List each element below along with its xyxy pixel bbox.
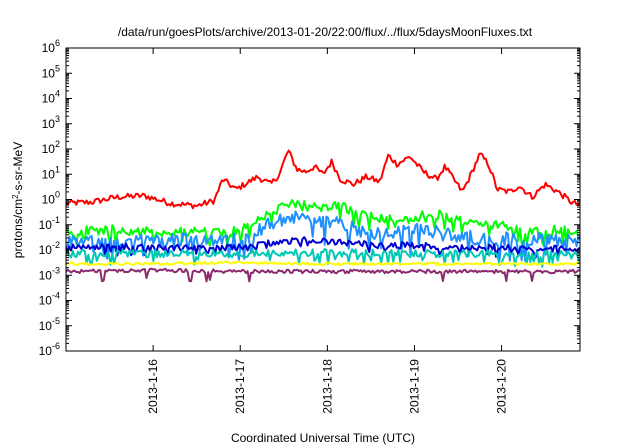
series-line <box>66 248 580 268</box>
y-tick-label: 101 <box>42 164 60 181</box>
y-tick-label: 104 <box>42 89 60 106</box>
y-tick-label-base: 10 <box>39 294 53 308</box>
x-axis: 2013-1-16 2013-1-17 2013-1-18 2013-1-19 2013… <box>146 48 509 414</box>
y-tick-label-exp: -6 <box>52 341 60 351</box>
y-tick-label-base: 10 <box>42 92 56 106</box>
series-line <box>66 199 580 248</box>
y-tick-label-exp: 3 <box>55 114 60 124</box>
x-tick-label: 2013-1-20 <box>495 359 509 414</box>
series-layer <box>66 149 580 283</box>
y-tick-label: 10-4 <box>39 291 60 308</box>
y-tick-label: 100 <box>42 190 60 207</box>
y-tick-label-exp: -1 <box>52 215 60 225</box>
y-tick-label: 10-6 <box>39 341 60 358</box>
y-axis-label-sup: 2 <box>11 194 20 199</box>
x-tick-label: 2013-1-17 <box>233 359 247 414</box>
y-tick-label-base: 10 <box>39 243 53 257</box>
y-tick-label-base: 10 <box>42 193 56 207</box>
y-tick-label: 102 <box>42 139 60 156</box>
series-line <box>66 210 580 263</box>
y-axis-label: protons/cm2-s-sr-MeV <box>11 142 26 258</box>
y-tick-label-exp: 6 <box>55 38 60 48</box>
y-tick-label-exp: 5 <box>55 63 60 73</box>
y-tick-label-exp: -3 <box>52 265 60 275</box>
y-tick-label-exp: 0 <box>55 190 60 200</box>
y-tick-label-base: 10 <box>42 142 56 156</box>
y-tick-label-base: 10 <box>42 167 56 181</box>
y-tick-label: 106 <box>42 38 60 55</box>
y-tick-label-base: 10 <box>42 117 56 131</box>
y-tick-label-exp: 1 <box>55 164 60 174</box>
series-line <box>66 236 580 259</box>
y-tick-label-exp: 2 <box>55 139 60 149</box>
x-tick-label: 2013-1-16 <box>146 359 160 414</box>
y-tick-label: 10-2 <box>39 240 60 257</box>
plot-frame <box>65 47 581 352</box>
y-tick-label-base: 10 <box>42 41 56 55</box>
y-tick-label-base: 10 <box>42 66 56 80</box>
y-tick-label: 10-3 <box>39 265 60 282</box>
y-tick-label-exp: -5 <box>52 316 60 326</box>
y-tick-label-exp: -2 <box>52 240 60 250</box>
y-axis-label-rest: -s-sr-MeV <box>11 142 25 195</box>
y-tick-label: 105 <box>42 63 60 80</box>
x-axis-label: Coordinated Universal Time (UTC) <box>231 431 415 445</box>
y-tick-label-exp: 4 <box>55 89 60 99</box>
y-axis-label-base: protons/cm <box>11 199 25 258</box>
chart-title: /data/run/goesPlots/archive/2013-01-20/2… <box>118 25 533 39</box>
x-tick-label: 2013-1-19 <box>407 359 421 414</box>
y-tick-label: 10-5 <box>39 316 60 333</box>
series-line <box>66 149 580 210</box>
y-axis: 10-610-510-410-310-210-11001011021031041… <box>39 38 580 358</box>
y-tick-label: 10-1 <box>39 215 60 232</box>
y-tick-label-base: 10 <box>39 319 53 333</box>
y-tick-label-base: 10 <box>39 268 53 282</box>
y-tick-label-base: 10 <box>39 344 53 358</box>
series-line <box>66 267 580 283</box>
y-tick-label: 103 <box>42 114 60 131</box>
x-tick-label: 2013-1-18 <box>320 359 334 414</box>
y-tick-label-exp: -4 <box>52 291 60 301</box>
series-line <box>66 260 580 267</box>
y-tick-label-base: 10 <box>39 218 53 232</box>
